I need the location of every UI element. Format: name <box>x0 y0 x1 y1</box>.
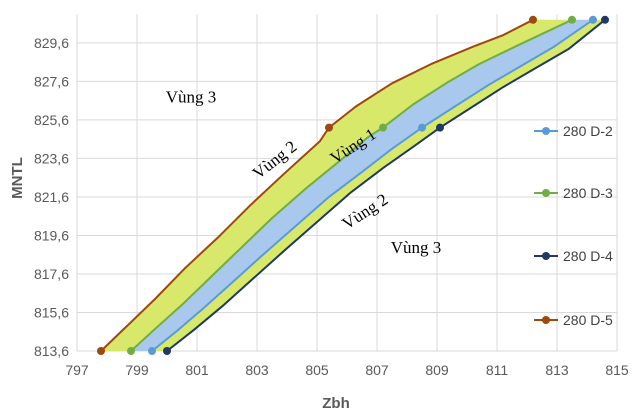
series-marker <box>568 15 576 24</box>
series-lines <box>100 18 606 352</box>
y-tick-label: 827,6 <box>34 73 69 89</box>
series-marker <box>601 15 609 24</box>
y-tick-label: 813,6 <box>34 343 69 359</box>
x-tick-label: 797 <box>65 362 89 378</box>
y-tick-label: 815,6 <box>34 304 69 320</box>
legend-label: 280 D-2 <box>563 123 613 139</box>
region-band <box>131 19 593 352</box>
y-tick-label: 825,6 <box>34 112 69 128</box>
region-band <box>152 19 605 352</box>
region-label: Vùng 3 <box>391 238 442 257</box>
series-line <box>166 19 606 352</box>
series-marker <box>97 347 105 355</box>
x-tick-label: 801 <box>185 362 209 378</box>
y-tick-label: 819,6 <box>34 227 69 243</box>
series-line <box>151 18 594 352</box>
x-tick-label: 803 <box>245 362 269 378</box>
region-label: Vùng 3 <box>166 88 217 107</box>
x-tick-label: 799 <box>125 362 149 378</box>
y-tick-label: 817,6 <box>34 266 69 282</box>
series-marker <box>418 123 426 132</box>
x-axis-title: Zbh <box>322 395 350 412</box>
x-tick-label: 805 <box>305 362 329 378</box>
y-tick-label: 829,6 <box>34 35 69 51</box>
series-marker <box>589 15 597 24</box>
y-tick-label: 823,6 <box>34 150 69 166</box>
legend-swatch-marker <box>542 127 550 135</box>
y-tick-label: 821,6 <box>34 189 69 205</box>
series-marker <box>127 347 135 355</box>
series-marker <box>163 347 171 355</box>
series-line <box>130 18 573 352</box>
legend: 280 D-2 280 D-3 280 D-4 280 D-5 <box>534 123 613 328</box>
legend-label: 280 D-4 <box>563 248 613 264</box>
series-markers <box>97 15 609 355</box>
legend-swatch-marker <box>542 252 550 260</box>
legend-label: 280 D-5 <box>563 312 613 328</box>
x-tick-label: 809 <box>425 362 449 378</box>
y-axis-title: MNTL <box>9 157 26 199</box>
legend-swatch-marker <box>542 189 550 197</box>
x-tick-label: 811 <box>486 362 509 378</box>
x-tick-label: 815 <box>605 362 629 378</box>
series-marker <box>436 123 444 132</box>
series-marker <box>325 123 333 132</box>
region-bands <box>101 19 605 352</box>
series-marker <box>529 15 537 24</box>
x-tick-label: 813 <box>545 362 569 378</box>
legend-label: 280 D-3 <box>563 185 613 201</box>
legend-swatch-marker <box>542 316 550 324</box>
series-marker <box>148 347 156 355</box>
x-tick-label: 807 <box>365 362 389 378</box>
x-axis-ticks: 797 799 801 803 805 807 809 811 813 815 <box>65 362 629 378</box>
series-line <box>100 18 534 352</box>
series-marker <box>379 123 387 132</box>
y-axis-ticks: 813,6 815,6 817,6 819,6 821,6 823,6 825,6 827,6… <box>34 35 69 359</box>
